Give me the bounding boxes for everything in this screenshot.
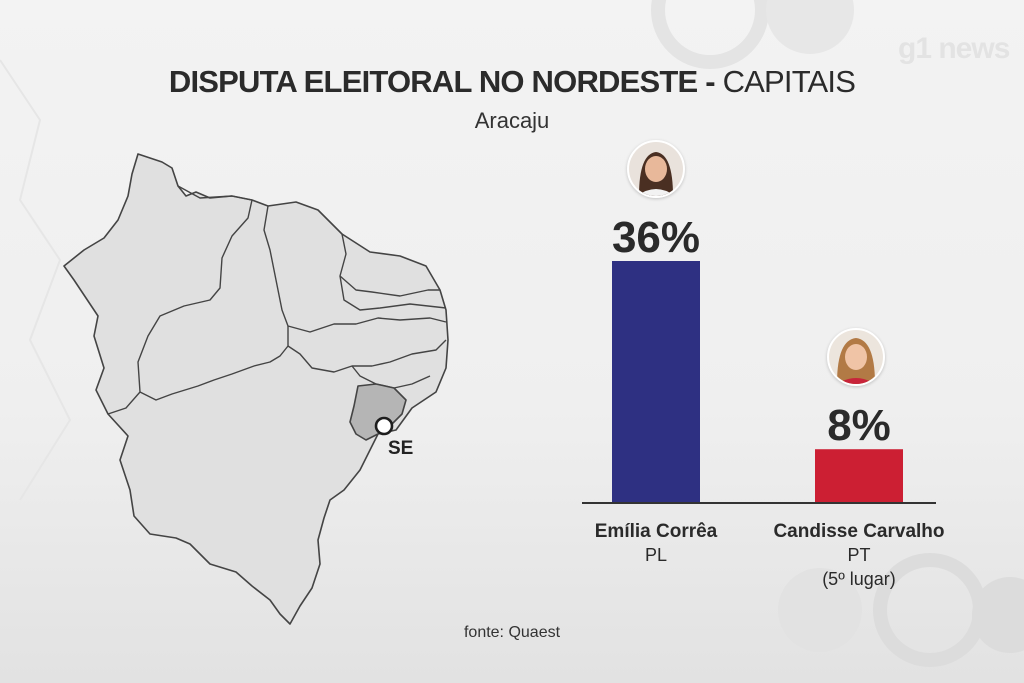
border-ce-pe bbox=[287, 317, 447, 333]
value-label-2: 8% bbox=[827, 401, 891, 450]
value-label-1: 36% bbox=[612, 213, 700, 262]
bars-group bbox=[612, 261, 903, 503]
aracaju-marker bbox=[374, 416, 394, 436]
border-pi-ba bbox=[139, 326, 289, 401]
border-ma-pi bbox=[107, 185, 253, 415]
title-thin: CAPITAIS bbox=[722, 64, 856, 99]
channel-logo: g1 news bbox=[898, 32, 1010, 65]
subtitle: Aracaju bbox=[474, 108, 550, 133]
candidate-2-photo-icon bbox=[829, 330, 883, 384]
candidate-1-photo-icon bbox=[629, 142, 683, 196]
border-ce-rn bbox=[339, 233, 440, 297]
northeast-region-shape bbox=[63, 153, 449, 625]
candidate-2-name: Candisse Carvalho bbox=[773, 521, 945, 542]
northeast-map: SE bbox=[63, 153, 449, 625]
vote-bar-chart: 36% 8% bbox=[582, 213, 936, 504]
candidate-2-party: PT bbox=[847, 545, 871, 565]
candidate-1-avatar bbox=[627, 140, 685, 198]
candidate-1-party: PL bbox=[644, 545, 668, 565]
bar-2 bbox=[815, 449, 903, 503]
page-title: DISPUTA ELEITORAL NO NORDESTE - CAPITAIS bbox=[0, 64, 1024, 100]
border-pi-ce bbox=[263, 205, 289, 327]
candidate-2-avatar bbox=[827, 328, 885, 386]
border-pb bbox=[339, 275, 447, 311]
candidate-2-note: (5º lugar) bbox=[822, 569, 896, 589]
source-note: fonte: Quaest bbox=[463, 624, 561, 641]
title-bold: DISPUTA ELEITORAL NO NORDESTE - bbox=[168, 64, 716, 99]
border-pe-ba bbox=[287, 339, 447, 373]
title-block: DISPUTA ELEITORAL NO NORDESTE - CAPITAIS bbox=[0, 64, 1024, 100]
value-labels-group: 36% 8% bbox=[612, 213, 891, 450]
candidate-1-name: Emília Corrêa bbox=[594, 521, 718, 542]
state-label: SE bbox=[388, 438, 413, 459]
bar-1 bbox=[612, 261, 700, 503]
